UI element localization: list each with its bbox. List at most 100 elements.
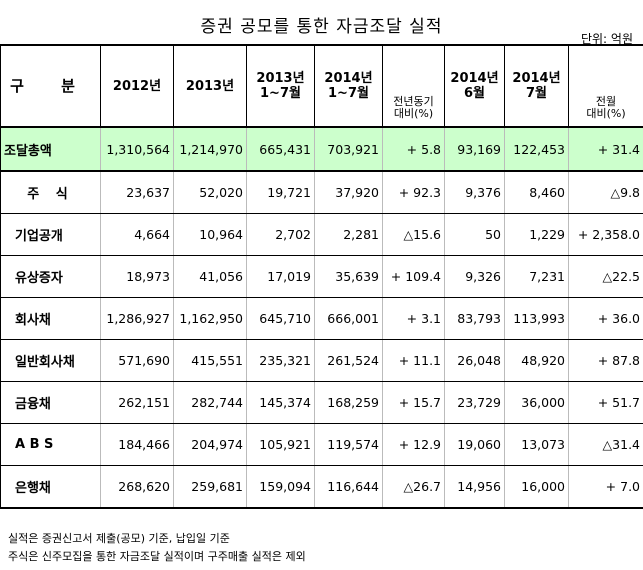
cell-2013-jan-jul: 17,019	[246, 255, 315, 298]
cell-2014-jun: 14,956	[444, 465, 505, 509]
cell-2014-jul: 16,000	[504, 465, 569, 509]
cell-2014-jan-jul: 116,644	[314, 465, 383, 509]
row-label: 일반회사채	[0, 339, 101, 382]
header-2012: 2012년	[100, 44, 174, 128]
cell-2014-jan-jul: 37,920	[314, 170, 383, 214]
cell-mom: △31.4	[568, 423, 643, 466]
cell-2013: 259,681	[173, 465, 247, 509]
row-label: 유상증자	[0, 255, 101, 298]
cell-2012: 1,310,564	[100, 126, 174, 172]
cell-2014-jan-jul: 261,524	[314, 339, 383, 382]
cell-2013: 415,551	[173, 339, 247, 382]
table-row: 주 식 23,637 52,020 19,721 37,920 + 92.3 9…	[0, 170, 643, 214]
cell-yoy: + 109.4	[382, 255, 445, 298]
cell-2014-jul: 36,000	[504, 381, 569, 424]
cell-2013: 41,056	[173, 255, 247, 298]
table-row: 은행채 268,620 259,681 159,094 116,644 △26.…	[0, 465, 643, 509]
header-2014-jan-jul-period: 1~7월	[328, 86, 369, 101]
header-mom-line1: 전월	[595, 95, 617, 108]
row-label: 기업공개	[0, 213, 101, 256]
cell-yoy: △15.6	[382, 213, 445, 256]
row-label: A B S	[0, 423, 101, 466]
cell-mom: + 2,358.0	[568, 213, 643, 256]
row-label: 주 식	[0, 170, 101, 214]
cell-2013-jan-jul: 665,431	[246, 126, 315, 172]
table-row: A B S 184,466 204,974 105,921 119,574 + …	[0, 423, 643, 466]
header-2013-jan-jul-period: 1~7월	[260, 86, 301, 101]
cell-2012: 1,286,927	[100, 297, 174, 340]
cell-2013: 282,744	[173, 381, 247, 424]
cell-2012: 18,973	[100, 255, 174, 298]
fundraising-table: 구 분 2012년 2013년 2013년 1~7월 2014년 1~7월 전년동기…	[0, 44, 643, 509]
header-yoy: 전년동기 대비(%)	[382, 44, 445, 128]
cell-2013: 1,214,970	[173, 126, 247, 172]
cell-yoy: + 15.7	[382, 381, 445, 424]
cell-yoy: + 3.1	[382, 297, 445, 340]
cell-mom: + 51.7	[568, 381, 643, 424]
cell-2013-jan-jul: 145,374	[246, 381, 315, 424]
header-2014-jul-month: 7월	[525, 86, 547, 101]
header-2014-jan-jul-year: 2014년	[324, 71, 373, 86]
cell-2014-jun: 50	[444, 213, 505, 256]
cell-2014-jan-jul: 666,001	[314, 297, 383, 340]
table-row: 일반회사채 571,690 415,551 235,321 261,524 + …	[0, 339, 643, 382]
cell-yoy: + 5.8	[382, 126, 445, 172]
cell-2013-jan-jul: 105,921	[246, 423, 315, 466]
cell-2014-jun: 83,793	[444, 297, 505, 340]
header-2013-jan-jul: 2013년 1~7월	[246, 44, 315, 128]
cell-2013-jan-jul: 645,710	[246, 297, 315, 340]
cell-mom: + 31.4	[568, 126, 643, 172]
cell-2013-jan-jul: 19,721	[246, 170, 315, 214]
cell-yoy: + 12.9	[382, 423, 445, 466]
header-mom-line2: 대비(%)	[586, 107, 626, 120]
cell-2014-jul: 122,453	[504, 126, 569, 172]
cell-2014-jun: 93,169	[444, 126, 505, 172]
cell-2014-jun: 26,048	[444, 339, 505, 382]
cell-2014-jun: 9,376	[444, 170, 505, 214]
row-label: 조달총액	[0, 126, 101, 172]
row-label: 회사채	[0, 297, 101, 340]
cell-yoy: + 11.1	[382, 339, 445, 382]
cell-2014-jan-jul: 119,574	[314, 423, 383, 466]
cell-2014-jul: 113,993	[504, 297, 569, 340]
cell-2013-jan-jul: 159,094	[246, 465, 315, 509]
cell-yoy: △26.7	[382, 465, 445, 509]
cell-2013: 1,162,950	[173, 297, 247, 340]
header-2014-jan-jul: 2014년 1~7월	[314, 44, 383, 128]
cell-mom: + 7.0	[568, 465, 643, 509]
cell-2012: 4,664	[100, 213, 174, 256]
footnote-1: 실적은 증권신고서 제출(공모) 기준, 납입일 기준	[8, 532, 230, 545]
row-label: 은행채	[0, 465, 101, 509]
cell-2013-jan-jul: 2,702	[246, 213, 315, 256]
cell-2014-jan-jul: 168,259	[314, 381, 383, 424]
cell-2012: 268,620	[100, 465, 174, 509]
cell-mom: + 87.8	[568, 339, 643, 382]
cell-2012: 262,151	[100, 381, 174, 424]
header-yoy-line2: 대비(%)	[393, 107, 434, 120]
page-title: 증권 공모를 통한 자금조달 실적	[200, 17, 443, 37]
header-2014-jun: 2014년 6월	[444, 44, 505, 128]
cell-2013: 10,964	[173, 213, 247, 256]
cell-2014-jul: 13,073	[504, 423, 569, 466]
cell-2012: 23,637	[100, 170, 174, 214]
table-header-row: 구 분 2012년 2013년 2013년 1~7월 2014년 1~7월 전년동기…	[0, 44, 643, 128]
cell-2014-jul: 7,231	[504, 255, 569, 298]
cell-2013: 52,020	[173, 170, 247, 214]
cell-2013: 204,974	[173, 423, 247, 466]
cell-mom: + 36.0	[568, 297, 643, 340]
cell-mom: △9.8	[568, 170, 643, 214]
row-label: 금융채	[0, 381, 101, 424]
cell-2014-jul: 1,229	[504, 213, 569, 256]
header-category: 구 분	[0, 44, 101, 128]
cell-2012: 184,466	[100, 423, 174, 466]
header-2013: 2013년	[173, 44, 247, 128]
header-mom: 전월 대비(%)	[568, 44, 643, 128]
cell-2014-jun: 9,326	[444, 255, 505, 298]
cell-2013-jan-jul: 235,321	[246, 339, 315, 382]
header-yoy-line1: 전년동기	[393, 95, 434, 108]
cell-2014-jun: 23,729	[444, 381, 505, 424]
cell-2014-jan-jul: 2,281	[314, 213, 383, 256]
table-row: 회사채 1,286,927 1,162,950 645,710 666,001 …	[0, 297, 643, 340]
unit-label: 단위: 억원	[580, 32, 633, 46]
header-2014-jun-year: 2014년	[450, 71, 499, 86]
